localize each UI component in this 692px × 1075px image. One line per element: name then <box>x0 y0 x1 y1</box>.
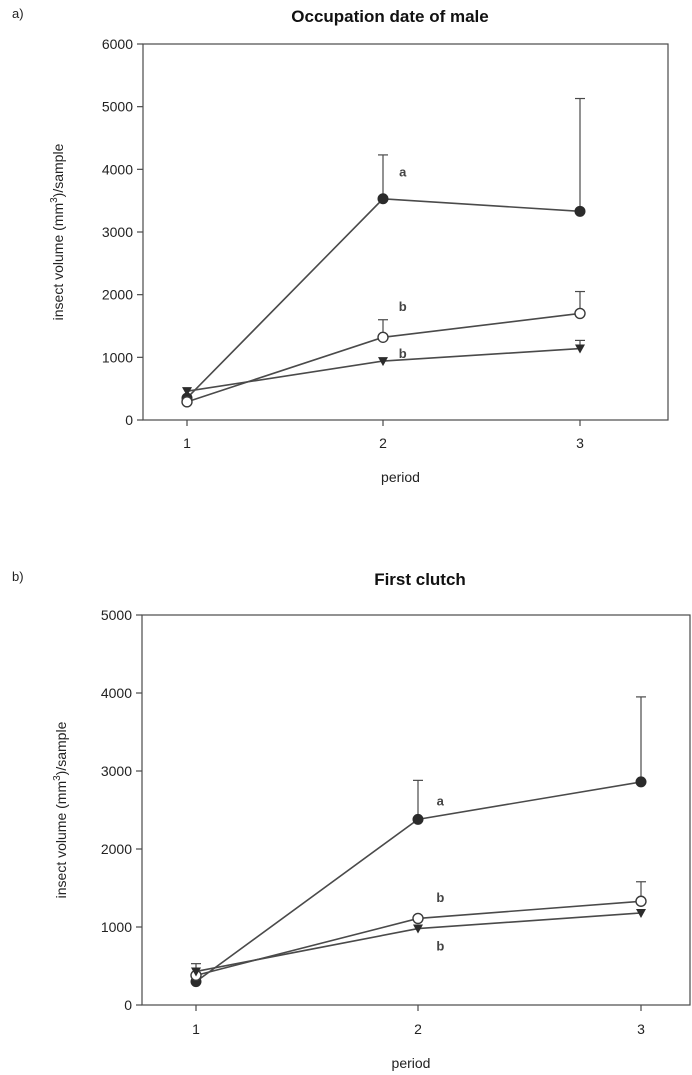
y-tick-label: 4000 <box>101 685 132 701</box>
y-tick-label: 6000 <box>102 36 133 52</box>
chart-title: First clutch <box>374 570 466 589</box>
y-tick-label: 4000 <box>102 161 133 177</box>
significance-letter: a <box>399 164 407 179</box>
y-axis-label-superscript: 3 <box>52 775 63 781</box>
y-axis-label-main: insect volume (mm <box>50 203 66 320</box>
significance-letter: b <box>399 299 407 314</box>
data-point <box>377 331 389 343</box>
y-tick-label: 0 <box>124 997 132 1013</box>
x-axis-label: period <box>381 469 420 485</box>
significance-letter: b <box>399 346 407 361</box>
x-tick-label: 2 <box>379 435 387 451</box>
chart-panel: b) First clutch 0 1000 2000 3000 4000 5000 1 2 3 pe… <box>12 569 691 1071</box>
y-axis-label-unit: )/sample <box>50 143 66 197</box>
panel-tag: a) <box>12 6 24 21</box>
y-tick-label: 2000 <box>101 841 132 857</box>
significance-letter: b <box>436 939 444 954</box>
significance-letter: b <box>436 890 444 905</box>
y-axis-label-superscript: 3 <box>49 197 60 203</box>
data-point <box>575 344 585 354</box>
y-tick-label: 1000 <box>102 349 133 365</box>
data-point <box>636 908 646 918</box>
series-line <box>195 900 642 977</box>
chart-panel: a) Occupation date of male 0 1000 2000 3000 40… <box>12 6 669 485</box>
data-point <box>377 193 389 205</box>
panel-tag: b) <box>12 569 24 584</box>
y-tick-label: 0 <box>125 412 133 428</box>
y-tick-label: 3000 <box>102 224 133 240</box>
series-open-circle <box>181 290 586 408</box>
x-tick-label: 2 <box>414 1021 422 1037</box>
significance-letter: a <box>437 793 445 808</box>
y-axis-label: insect volume (mm3)/sample <box>52 721 69 898</box>
data-point <box>378 357 388 367</box>
plot-frame <box>141 614 691 1006</box>
y-tick-label: 1000 <box>101 919 132 935</box>
series-filled-triangle-down <box>182 339 585 397</box>
x-tick-label: 1 <box>192 1021 200 1037</box>
data-point <box>413 924 423 934</box>
series-filled-circle <box>190 696 647 988</box>
y-tick-label: 5000 <box>101 607 132 623</box>
data-point <box>412 912 424 925</box>
data-point <box>182 387 192 397</box>
data-point <box>574 205 586 217</box>
data-point <box>412 813 424 825</box>
x-tick-label: 3 <box>576 435 584 451</box>
data-point <box>181 396 193 408</box>
data-point <box>635 776 647 788</box>
series-filled-triangle-down <box>191 908 646 977</box>
series-line <box>186 197 581 399</box>
chart-title: Occupation date of male <box>291 7 488 26</box>
series-line <box>186 347 581 392</box>
y-tick-label: 5000 <box>102 99 133 115</box>
data-point <box>574 307 586 320</box>
y-axis-label-unit: )/sample <box>53 721 69 775</box>
x-tick-label: 3 <box>637 1021 645 1037</box>
data-point <box>635 895 647 907</box>
y-axis-label: insect volume (mm3)/sample <box>49 143 66 320</box>
x-axis-label: period <box>392 1055 431 1071</box>
data-point <box>191 967 201 977</box>
y-tick-label: 2000 <box>102 287 133 303</box>
y-tick-label: 3000 <box>101 763 132 779</box>
y-axis-label-main: insect volume (mm <box>53 781 69 898</box>
x-tick-label: 1 <box>183 435 191 451</box>
